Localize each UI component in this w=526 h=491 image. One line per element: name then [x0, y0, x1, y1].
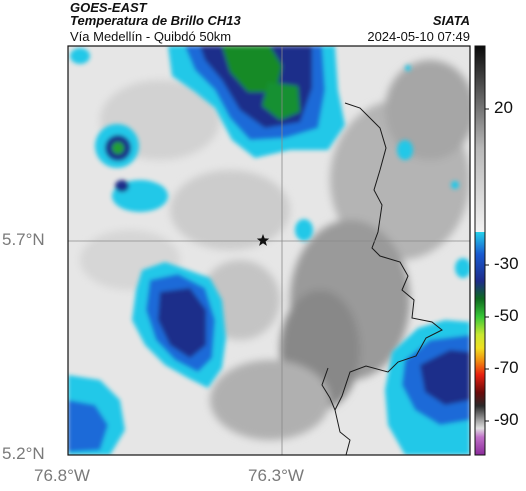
datetime-label: 2024-05-10 07:49	[367, 29, 470, 44]
region-subtitle: Vía Medellín - Quibdó 50km	[70, 29, 232, 44]
colorbar-tick-label: -30	[494, 254, 519, 273]
colorbar-tick-label: -50	[494, 306, 519, 325]
border-line	[334, 102, 443, 455]
map-frame	[67, 45, 471, 456]
colorbar-warm-segment	[475, 46, 485, 232]
colorbar-ticks	[485, 108, 489, 422]
cold-cloud-layer	[68, 46, 470, 455]
colorbar	[474, 45, 489, 456]
lon-tick-label: 76.3°W	[248, 466, 304, 485]
colorbar-cold-segment	[475, 232, 485, 455]
product-title: Temperatura de Brillo CH13	[70, 13, 241, 28]
lat-tick-label: 5.7°N	[2, 230, 45, 249]
colorbar-tick-label: -70	[494, 358, 519, 377]
cloud-imagery	[68, 46, 470, 455]
gridlines	[68, 46, 470, 455]
star-icon	[256, 234, 270, 246]
satellite-title: GOES-EAST	[70, 0, 147, 15]
org-label: SIATA	[432, 13, 470, 28]
lon-tick-label: 76.8°W	[34, 466, 90, 485]
river-line	[321, 367, 336, 411]
colorbar-tick-label: -90	[494, 410, 519, 429]
lat-tick-label: 5.2°N	[2, 444, 45, 463]
colorbar-frame	[474, 45, 486, 456]
colorbar-tick-label: 20	[494, 98, 513, 117]
